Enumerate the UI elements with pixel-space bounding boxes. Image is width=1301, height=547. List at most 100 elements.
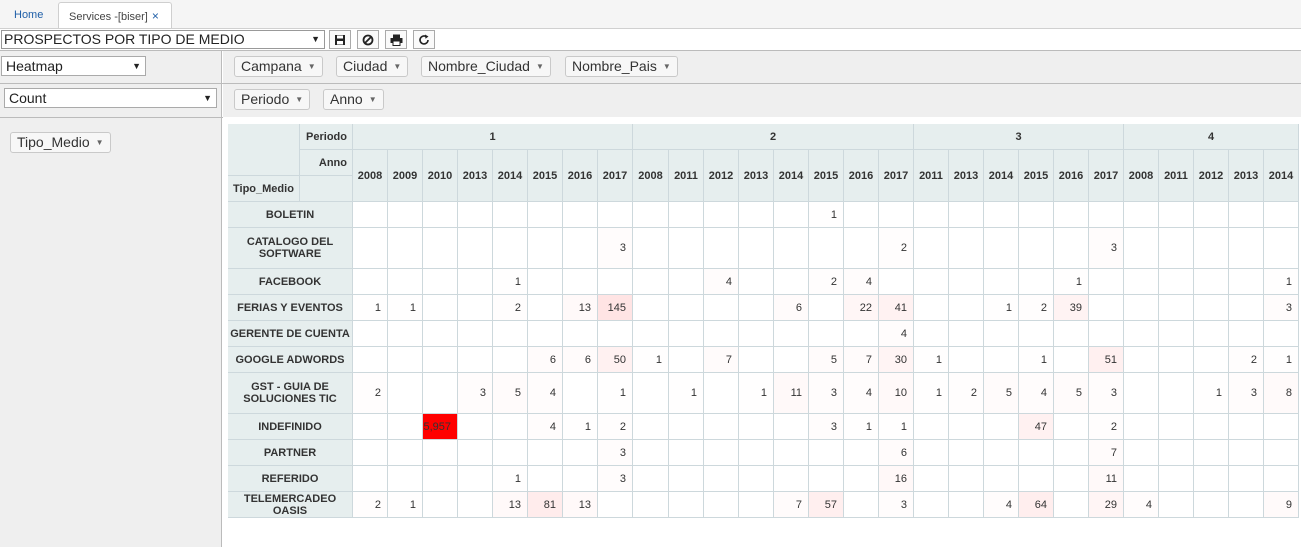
heatmap-cell[interactable]: 4 — [1019, 373, 1054, 414]
heatmap-cell[interactable]: 7 — [1089, 440, 1124, 466]
heatmap-cell[interactable] — [493, 347, 528, 373]
heatmap-cell[interactable] — [1124, 347, 1159, 373]
heatmap-cell[interactable] — [844, 492, 879, 518]
heatmap-cell[interactable] — [1019, 228, 1054, 269]
triangle-down-icon[interactable]: ▼ — [368, 95, 377, 104]
heatmap-cell[interactable] — [1194, 492, 1229, 518]
heatmap-cell[interactable] — [984, 414, 1019, 440]
attr-pill-nombre-ciudad[interactable]: Nombre_Ciudad ▼ — [421, 56, 551, 77]
heatmap-cell[interactable] — [1089, 321, 1124, 347]
heatmap-cell[interactable] — [739, 466, 774, 492]
heatmap-cell[interactable] — [1194, 295, 1229, 321]
heatmap-cell[interactable] — [1159, 228, 1194, 269]
heatmap-cell[interactable] — [1264, 228, 1299, 269]
heatmap-cell[interactable] — [949, 202, 984, 228]
heatmap-cell[interactable]: 1 — [844, 414, 879, 440]
heatmap-cell[interactable] — [1229, 440, 1264, 466]
heatmap-cell[interactable] — [1019, 269, 1054, 295]
heatmap-cell[interactable] — [739, 440, 774, 466]
heatmap-cell[interactable]: 3 — [1089, 228, 1124, 269]
heatmap-cell[interactable] — [1019, 321, 1054, 347]
heatmap-cell[interactable] — [1194, 466, 1229, 492]
heatmap-cell[interactable] — [423, 202, 458, 228]
heatmap-cell[interactable] — [1229, 269, 1264, 295]
heatmap-cell[interactable]: 2 — [353, 492, 388, 518]
heatmap-cell[interactable]: 2 — [1229, 347, 1264, 373]
heatmap-cell[interactable]: 1 — [1264, 347, 1299, 373]
heatmap-cell[interactable] — [1264, 202, 1299, 228]
heatmap-cell[interactable] — [774, 440, 809, 466]
heatmap-cell[interactable]: 4 — [844, 269, 879, 295]
heatmap-cell[interactable]: 22 — [844, 295, 879, 321]
heatmap-cell[interactable]: 4 — [879, 321, 914, 347]
heatmap-cell[interactable]: 2 — [1089, 414, 1124, 440]
heatmap-cell[interactable] — [914, 269, 949, 295]
heatmap-cell[interactable] — [528, 269, 563, 295]
renderer-select[interactable]: Heatmap ▼ — [1, 56, 146, 76]
heatmap-cell[interactable] — [458, 295, 493, 321]
heatmap-cell[interactable]: 30 — [879, 347, 914, 373]
attr-pill-periodo[interactable]: Periodo ▼ — [234, 89, 311, 110]
heatmap-cell[interactable] — [1194, 228, 1229, 269]
heatmap-cell[interactable] — [388, 373, 423, 414]
heatmap-cell[interactable]: 3 — [1264, 295, 1299, 321]
heatmap-cell[interactable]: 2 — [493, 295, 528, 321]
heatmap-cell[interactable] — [949, 228, 984, 269]
heatmap-cell[interactable] — [914, 228, 949, 269]
heatmap-cell[interactable]: 1 — [493, 466, 528, 492]
heatmap-cell[interactable]: 7 — [844, 347, 879, 373]
heatmap-cell[interactable] — [844, 202, 879, 228]
heatmap-cell[interactable] — [493, 414, 528, 440]
heatmap-cell[interactable]: 1 — [1264, 269, 1299, 295]
heatmap-cell[interactable] — [739, 321, 774, 347]
heatmap-cell[interactable] — [1159, 202, 1194, 228]
heatmap-cell[interactable] — [1229, 228, 1264, 269]
heatmap-cell[interactable] — [1054, 466, 1089, 492]
heatmap-cell[interactable] — [388, 269, 423, 295]
heatmap-cell[interactable] — [1124, 202, 1159, 228]
close-icon[interactable]: × — [151, 9, 159, 23]
heatmap-cell[interactable] — [1054, 492, 1089, 518]
heatmap-cell[interactable] — [1124, 321, 1159, 347]
heatmap-cell[interactable]: 3 — [458, 373, 493, 414]
heatmap-cell[interactable] — [1159, 321, 1194, 347]
heatmap-cell[interactable] — [423, 492, 458, 518]
heatmap-cell[interactable] — [388, 321, 423, 347]
heatmap-cell[interactable] — [669, 295, 704, 321]
heatmap-cell[interactable] — [1264, 414, 1299, 440]
heatmap-cell[interactable] — [844, 440, 879, 466]
heatmap-cell[interactable]: 5 — [493, 373, 528, 414]
heatmap-cell[interactable]: 1 — [388, 295, 423, 321]
heatmap-cell[interactable] — [669, 321, 704, 347]
heatmap-cell[interactable] — [458, 269, 493, 295]
heatmap-cell[interactable] — [1089, 295, 1124, 321]
heatmap-cell[interactable] — [809, 228, 844, 269]
heatmap-cell[interactable]: 13 — [563, 295, 598, 321]
heatmap-cell[interactable] — [949, 440, 984, 466]
heatmap-cell[interactable] — [563, 202, 598, 228]
heatmap-cell[interactable]: 3 — [879, 492, 914, 518]
heatmap-cell[interactable] — [984, 269, 1019, 295]
heatmap-cell[interactable] — [563, 373, 598, 414]
heatmap-cell[interactable] — [353, 440, 388, 466]
heatmap-cell[interactable] — [493, 440, 528, 466]
heatmap-cell[interactable] — [669, 440, 704, 466]
heatmap-cell[interactable]: 1 — [1054, 269, 1089, 295]
heatmap-cell[interactable]: 3 — [598, 466, 633, 492]
heatmap-cell[interactable] — [1054, 321, 1089, 347]
heatmap-cell[interactable] — [669, 202, 704, 228]
heatmap-cell[interactable] — [1019, 202, 1054, 228]
heatmap-cell[interactable] — [458, 492, 493, 518]
heatmap-cell[interactable] — [563, 269, 598, 295]
heatmap-cell[interactable]: 1 — [563, 414, 598, 440]
heatmap-cell[interactable] — [633, 269, 669, 295]
tab-home[interactable]: Home — [14, 9, 44, 21]
heatmap-cell[interactable] — [423, 440, 458, 466]
heatmap-cell[interactable] — [1159, 373, 1194, 414]
heatmap-cell[interactable]: 145 — [598, 295, 633, 321]
heatmap-cell[interactable] — [1194, 321, 1229, 347]
heatmap-cell[interactable] — [844, 228, 879, 269]
heatmap-cell[interactable]: 3 — [809, 414, 844, 440]
heatmap-cell[interactable] — [528, 440, 563, 466]
heatmap-cell[interactable] — [669, 228, 704, 269]
